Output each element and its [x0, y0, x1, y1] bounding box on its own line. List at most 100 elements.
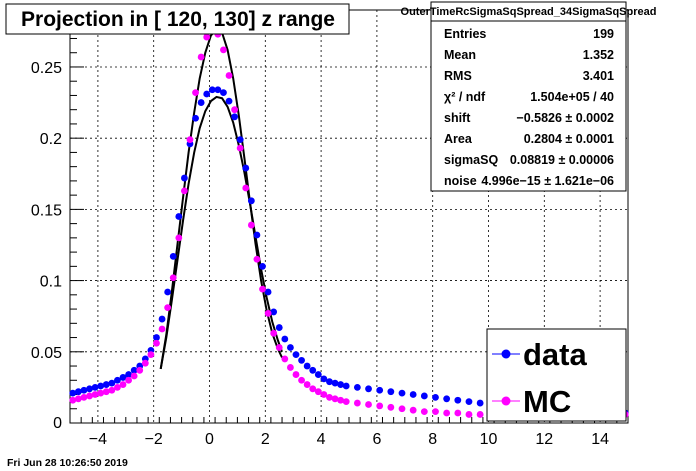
MC-point: [398, 405, 406, 413]
data-point: [409, 391, 417, 398]
plot-title: Projection in [ 120, 130] z range: [21, 8, 335, 31]
stats-value: 1.504e+05 / 40: [530, 90, 614, 104]
MC-point: [158, 325, 166, 333]
data-point: [247, 197, 255, 205]
data-point: [376, 386, 384, 394]
data-point: [331, 379, 339, 387]
MC-point: [130, 372, 138, 380]
x-tick-label: 2: [261, 431, 270, 448]
data-point: [298, 356, 305, 364]
MC-point: [86, 392, 93, 400]
MC-point: [281, 355, 289, 363]
MC-point: [197, 53, 205, 61]
data-point: [220, 89, 227, 96]
data-point: [169, 252, 177, 260]
data-point: [130, 366, 138, 374]
MC-point: [292, 371, 300, 378]
data-point: [337, 381, 345, 388]
MC-point: [365, 401, 372, 408]
data-point: [281, 335, 289, 343]
data-point: [192, 114, 199, 122]
title-box: Projection in [ 120, 130] z range: [5, 3, 350, 35]
data-point: [275, 324, 283, 331]
MC-point: [443, 409, 451, 417]
MC-point: [342, 398, 350, 406]
data-point: [102, 381, 110, 388]
MC-point: [141, 359, 149, 367]
data-point: [97, 382, 105, 390]
MC-point: [326, 393, 333, 401]
data-point: [303, 362, 311, 370]
data-point: [86, 385, 93, 393]
y-tick-label-zero: 0: [53, 415, 62, 432]
data-point: [74, 388, 82, 396]
data-point: [175, 213, 183, 220]
stats-label: noise: [444, 174, 477, 188]
MC-point: [320, 391, 328, 398]
data-point: [125, 371, 132, 378]
y-tick-label: 0.05: [31, 345, 62, 362]
MC-point: [164, 304, 172, 312]
MC-point: [259, 285, 266, 293]
data-point: [443, 395, 451, 403]
x-tick-label: 14: [591, 431, 609, 448]
MC-point: [465, 411, 473, 418]
data-point: [119, 374, 127, 381]
x-tick-label: −2: [145, 431, 163, 448]
stats-value: 1.352: [583, 48, 614, 62]
stats-label: χ² / ndf: [444, 90, 486, 104]
data-point: [398, 389, 406, 397]
x-tick-label: 4: [317, 431, 326, 448]
stats-label: Area: [444, 132, 473, 146]
MC-point: [114, 383, 121, 391]
stats-value: 0.08819 ± 0.00006: [510, 153, 614, 167]
MC-point: [80, 393, 88, 401]
data-point: [320, 375, 328, 383]
data-point: [242, 164, 250, 172]
MC-point: [298, 376, 305, 384]
data-point: [91, 383, 99, 391]
stats-label: sigmaSQ: [444, 153, 498, 167]
MC-point: [270, 329, 278, 337]
MC-point: [69, 396, 77, 404]
stats-title: OuterTimeRcSigmaSqSpread_34SigmaSqSpread: [401, 6, 657, 18]
MC-point: [186, 136, 194, 143]
x-tick-label: 10: [480, 431, 498, 448]
data-point: [314, 371, 322, 378]
data-point: [454, 396, 462, 404]
MC-point: [97, 389, 105, 397]
MC-point: [192, 89, 199, 96]
MC-point: [242, 184, 250, 192]
MC-point: [225, 72, 233, 79]
data-point: [270, 308, 278, 316]
data-point: [203, 90, 211, 98]
legend-marker: [501, 349, 511, 359]
data-point: [108, 379, 116, 387]
stats-box: OuterTimeRcSigmaSqSpread_34SigmaSqSpread…: [401, 1, 657, 192]
stats-value: 3.401: [583, 69, 614, 83]
data-point: [80, 386, 88, 394]
MC-point: [102, 388, 110, 396]
data-point: [158, 315, 166, 323]
x-tick-label: 6: [372, 431, 381, 448]
MC-point: [125, 376, 132, 384]
stats-label: Entries: [444, 27, 486, 41]
data-point: [236, 136, 244, 143]
data-point: [387, 388, 395, 396]
data-point: [309, 366, 317, 374]
MC-point: [231, 106, 239, 114]
data-point: [342, 382, 350, 390]
MC-point: [264, 309, 272, 317]
stats-value: 0.2804 ± 0.0001: [524, 132, 614, 146]
MC-point: [331, 395, 339, 403]
MC-point: [175, 234, 183, 242]
data-point: [465, 398, 473, 406]
x-tick-label: 0: [205, 431, 214, 448]
x-tick-label: −4: [89, 431, 107, 448]
data-point: [69, 389, 77, 397]
MC-point: [287, 364, 294, 371]
y-tick-label: 0.1: [40, 274, 62, 291]
data-point: [259, 262, 266, 270]
data-point: [420, 392, 428, 400]
